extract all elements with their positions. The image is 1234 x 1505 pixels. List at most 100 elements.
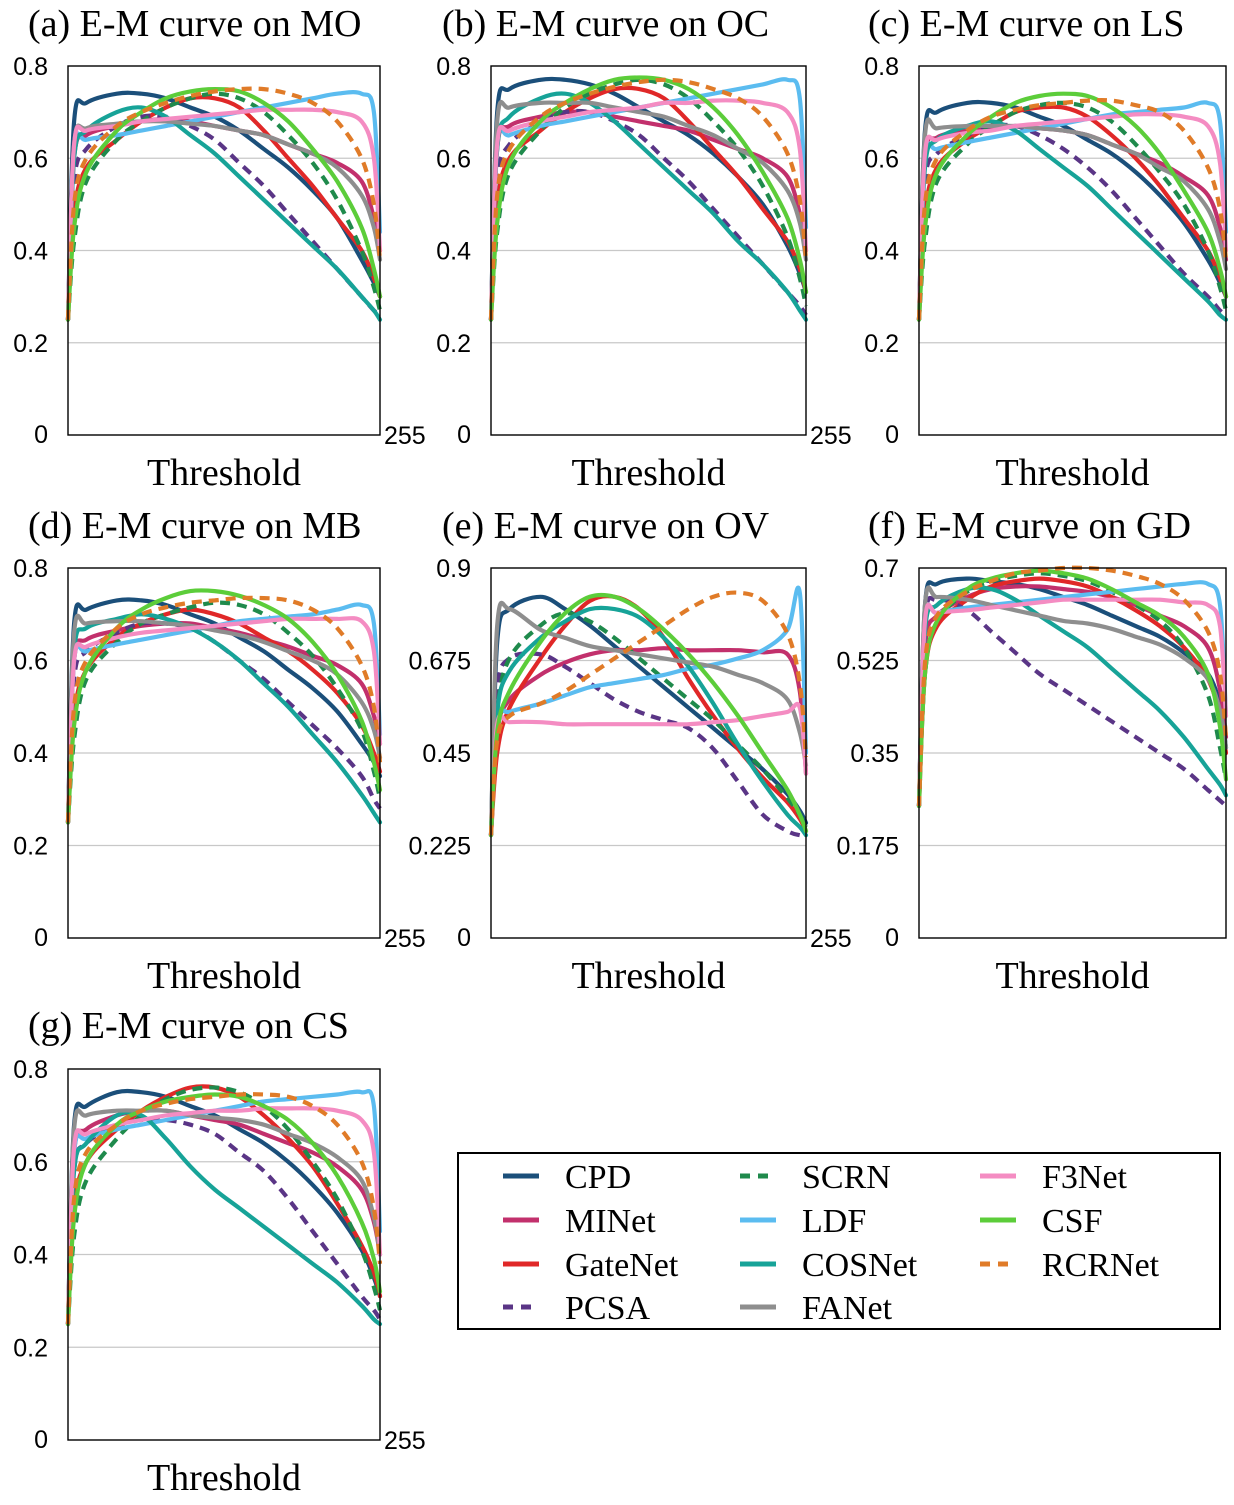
- series-line-cosnet: [916, 585, 1229, 808]
- series-line-gatenet: [916, 576, 1229, 808]
- y-tick-label: 0: [34, 421, 48, 449]
- y-tick-label: 0.2: [864, 330, 899, 358]
- series-line-fanet: [65, 119, 383, 322]
- y-tick-label: 0.4: [864, 238, 899, 266]
- legend-label: COSNet: [802, 1247, 918, 1284]
- y-tick-label: 0: [885, 421, 899, 449]
- x-axis-label: Threshold: [147, 1457, 301, 1499]
- chart-panel-f: (f) E-M curve on GD 0 0.175 0.35 0.525 0.7 Thr…: [836, 505, 1229, 997]
- y-tick-label: 0.175: [836, 833, 899, 861]
- x-axis-label: Threshold: [571, 452, 725, 494]
- plot-frame: [490, 65, 807, 436]
- series-line-scrn: [65, 1085, 383, 1325]
- series-line-f3net: [65, 616, 383, 825]
- plot-frame: [67, 65, 381, 436]
- y-tick-label: 0.6: [864, 145, 899, 173]
- series-line-f3net: [916, 112, 1229, 322]
- series-line-cpd: [916, 99, 1229, 322]
- plot-frame: [490, 567, 807, 939]
- y-tick-label: 0.4: [13, 1242, 48, 1270]
- plot-frame: [67, 1068, 381, 1441]
- series-line-csf: [916, 91, 1229, 322]
- chart-panel-a: (a) E-M curve on MO 0 0.2 0.4 0.6 0.8 255 Thres…: [13, 3, 425, 494]
- y-tick-label: 0: [457, 924, 471, 952]
- y-tick-label: 0.45: [422, 740, 471, 768]
- plot-frame: [918, 567, 1227, 939]
- y-tick-label: 0.6: [436, 145, 471, 173]
- chart-title: (e) E-M curve on OV: [442, 505, 770, 547]
- y-tick-label: 0.8: [436, 53, 471, 81]
- series-line-minet: [916, 123, 1229, 322]
- series-line-rcrnet: [488, 590, 809, 836]
- series-line-rcrnet: [65, 1092, 383, 1325]
- series-line-rcrnet: [65, 86, 383, 320]
- series-line-fanet: [916, 117, 1229, 322]
- x-axis-label: Threshold: [571, 955, 725, 997]
- chart-panel-g: (g) E-M curve on CS 0 0.2 0.4 0.6 0.8 255 Thres…: [13, 1005, 425, 1499]
- series-line-scrn: [65, 91, 383, 320]
- series-line-cosnet: [65, 612, 383, 825]
- y-tick-label: 0.2: [13, 1334, 48, 1362]
- series-line-fanet: [488, 99, 809, 322]
- series-line-f3net: [488, 98, 809, 322]
- x-tick-label: 255: [810, 422, 852, 450]
- series-line-pcsa: [488, 651, 807, 838]
- series-line-rcrnet: [916, 565, 1229, 806]
- x-axis-label: Threshold: [147, 452, 301, 494]
- y-tick-label: 0.8: [864, 53, 899, 81]
- y-tick-label: 0: [457, 421, 471, 449]
- series-line-pcsa: [916, 122, 1228, 320]
- y-tick-label: 0.7: [864, 555, 899, 583]
- y-tick-label: 0.2: [13, 330, 48, 358]
- legend-label: MINet: [565, 1203, 656, 1240]
- series-line-fanet: [65, 1108, 383, 1327]
- chart-title: (g) E-M curve on CS: [28, 1005, 349, 1047]
- legend-box: [457, 1152, 1221, 1330]
- x-tick-label: 255: [384, 422, 426, 450]
- series-line-pcsa: [488, 108, 808, 320]
- legend-label: SCRN: [802, 1159, 891, 1196]
- series-line-minet: [488, 109, 809, 322]
- series-line-cpd: [916, 576, 1229, 808]
- legend-label: CSF: [1042, 1203, 1103, 1240]
- series-line-scrn: [65, 600, 383, 823]
- series-line-rcrnet: [488, 77, 809, 320]
- series-line-pcsa: [916, 595, 1228, 808]
- series-line-minet: [65, 620, 383, 825]
- series-line-minet: [916, 584, 1229, 808]
- chart-panel-d: (d) E-M curve on MB 0 0.2 0.4 0.6 0.8 255 Thres…: [13, 505, 425, 997]
- legend: CPD MINet GateNet PCSA SCRN LDF COSNet FANet F3N…: [457, 1152, 1221, 1330]
- y-tick-label: 0.8: [13, 53, 48, 81]
- y-tick-label: 0.4: [13, 740, 48, 768]
- y-tick-label: 0.6: [13, 145, 48, 173]
- y-tick-label: 0.6: [13, 1149, 48, 1177]
- legend-label: LDF: [802, 1203, 866, 1240]
- x-axis-label: Threshold: [995, 955, 1149, 997]
- series-line-scrn: [488, 611, 808, 836]
- legend-label: F3Net: [1042, 1159, 1128, 1196]
- series-line-cpd: [65, 597, 383, 825]
- chart-panel-c: (c) E-M curve on LS 0 0.2 0.4 0.6 0.8 Threshol…: [864, 3, 1229, 494]
- y-tick-label: 0.35: [850, 740, 899, 768]
- legend-label: GateNet: [565, 1247, 679, 1284]
- series-line-cpd: [65, 1088, 383, 1327]
- series-line-minet: [65, 1108, 383, 1327]
- legend-label: FANet: [802, 1290, 893, 1327]
- series-line-csf: [488, 592, 809, 838]
- chart-title: (b) E-M curve on OC: [442, 3, 769, 45]
- series-line-scrn: [916, 100, 1229, 320]
- legend-label: PCSA: [565, 1290, 650, 1327]
- series-line-pcsa: [65, 620, 382, 823]
- y-tick-label: 0: [34, 1426, 48, 1454]
- y-tick-label: 0: [885, 924, 899, 952]
- series-line-f3net: [65, 107, 383, 322]
- chart-panel-e: (e) E-M curve on OV 0 0.225 0.45 0.675 0.9 255…: [408, 505, 851, 997]
- series-line-cosnet: [65, 1110, 383, 1327]
- chart-title: (c) E-M curve on LS: [868, 3, 1185, 45]
- y-tick-label: 0.4: [436, 238, 471, 266]
- chart-title: (f) E-M curve on GD: [868, 505, 1191, 547]
- series-line-rcrnet: [916, 98, 1229, 320]
- series-line-f3net: [65, 1106, 383, 1327]
- series-line-pcsa: [65, 113, 382, 320]
- series-line-fanet: [916, 585, 1229, 808]
